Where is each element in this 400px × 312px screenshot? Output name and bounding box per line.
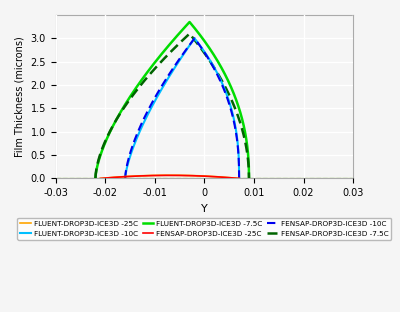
Legend: FLUENT-DROP3D-ICE3D -25C, FLUENT-DROP3D-ICE3D -10C, FLUENT-DROP3D-ICE3D -7.5C, F: FLUENT-DROP3D-ICE3D -25C, FLUENT-DROP3D-…: [18, 218, 391, 240]
X-axis label: Y: Y: [201, 204, 208, 214]
Y-axis label: Film Thickness (microns): Film Thickness (microns): [15, 37, 25, 157]
